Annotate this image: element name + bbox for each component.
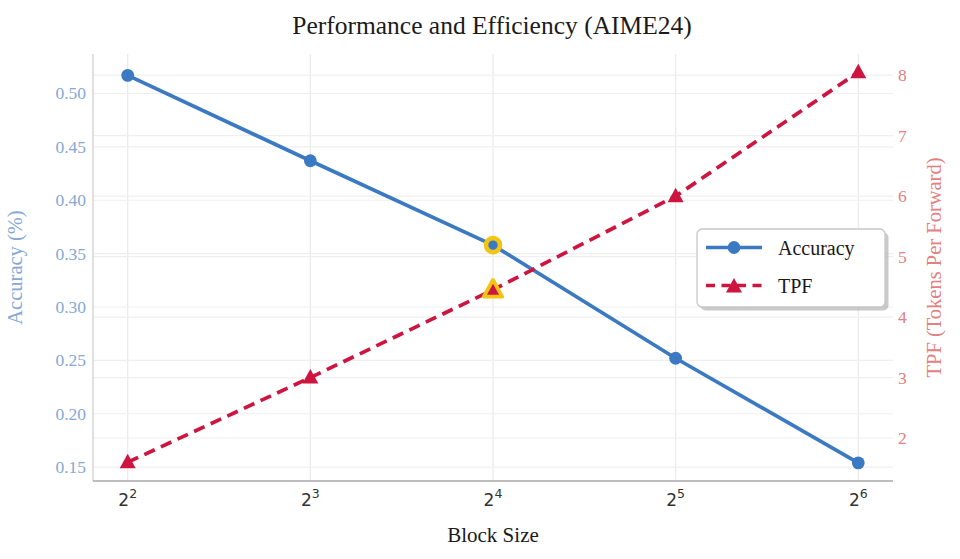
circle-marker — [121, 69, 134, 82]
left-tick-label: 0.25 — [55, 350, 86, 370]
triangle-marker — [668, 188, 684, 203]
x-tick-label: 26 — [849, 486, 868, 510]
right-tick-label: 4 — [898, 307, 907, 327]
x-tick-label: 23 — [301, 486, 320, 510]
x-tick-label: 25 — [666, 486, 685, 510]
legend-label-accuracy: Accuracy — [778, 237, 855, 260]
circle-marker — [669, 352, 682, 365]
right-tick-label: 3 — [898, 368, 907, 388]
circle-marker — [728, 241, 741, 254]
x-tick-label: 24 — [484, 486, 503, 510]
circle-marker — [852, 456, 865, 469]
right-tick-label: 7 — [898, 126, 907, 146]
right-tick-label: 2 — [898, 428, 907, 448]
left-tick-label: 0.20 — [55, 404, 86, 424]
left-tick-label: 0.50 — [55, 83, 86, 103]
x-tick-label: 22 — [118, 486, 137, 510]
left-tick-label: 0.35 — [55, 244, 86, 264]
right-tick-label: 6 — [898, 186, 907, 206]
circle-marker — [304, 154, 317, 167]
left-tick-label: 0.45 — [55, 137, 86, 157]
left-tick-label: 0.40 — [55, 190, 86, 210]
left-tick-label: 0.30 — [55, 297, 86, 317]
highlighted-circle-marker — [486, 238, 500, 252]
right-tick-label: 5 — [898, 247, 907, 267]
left-tick-label: 0.15 — [55, 457, 86, 477]
y-axis-right-label: TPF (Tokens Per Forward) — [923, 157, 946, 377]
right-tick-label: 8 — [898, 65, 907, 85]
chart-figure: 0.500.450.400.350.300.250.200.1587654322… — [0, 0, 960, 559]
triangle-marker — [850, 64, 866, 79]
chart-title: Performance and Efficiency (AIME24) — [292, 11, 692, 40]
y-axis-left-label: Accuracy (%) — [4, 210, 27, 324]
x-axis-label: Block Size — [447, 523, 539, 547]
legend-label-tpf: TPF — [778, 275, 812, 297]
legend: Accuracy TPF — [697, 229, 889, 311]
highlighted-triangle-marker — [484, 280, 502, 297]
dual-axis-line-chart: 0.500.450.400.350.300.250.200.1587654322… — [0, 0, 960, 559]
